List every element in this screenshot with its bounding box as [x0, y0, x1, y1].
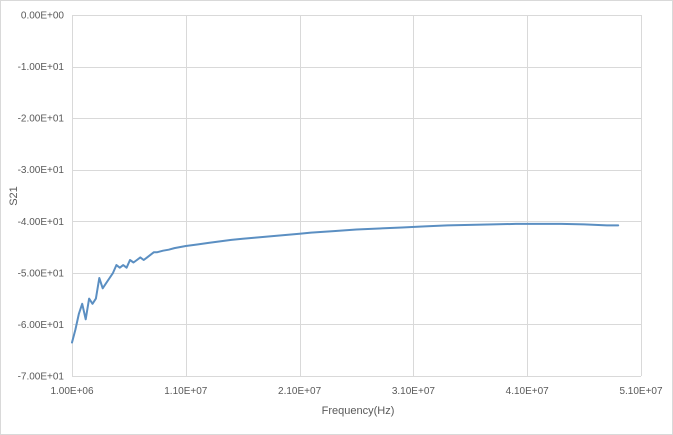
- series-layer: [71, 222, 620, 344]
- x-axis-tick-labels: 1.00E+06 1.10E+07 2.10E+07 3.10E+07 4.10E+07…: [50, 386, 663, 397]
- y-axis-tick-labels: 0.00E+00 -1.00E+01 -2.00E+01 -3.00E+01 -4.00…: [18, 11, 65, 383]
- y-tick-label: -1.00E+01: [18, 62, 65, 73]
- y-tick-label: 0.00E+00: [21, 11, 65, 22]
- y-tick-label: -7.00E+01: [18, 372, 65, 383]
- series-line: [71, 222, 620, 344]
- x-tick-label: 2.10E+07: [278, 386, 322, 397]
- x-tick-label: 5.10E+07: [619, 386, 663, 397]
- x-tick-label: 1.00E+06: [50, 386, 94, 397]
- horizontal-gridlines: [72, 15, 641, 377]
- y-tick-label: -3.00E+01: [18, 165, 65, 176]
- y-tick-label: -5.00E+01: [18, 268, 65, 279]
- y-tick-label: -6.00E+01: [18, 320, 65, 331]
- x-tick-label: 4.10E+07: [506, 386, 550, 397]
- vertical-gridlines: [72, 15, 642, 376]
- x-axis-title: Frequency(Hz): [322, 405, 395, 417]
- y-axis-title: S21: [8, 186, 20, 206]
- x-tick-label: 3.10E+07: [392, 386, 436, 397]
- y-tick-label: -2.00E+01: [18, 114, 65, 125]
- x-tick-label: 1.10E+07: [164, 386, 208, 397]
- y-tick-label: -4.00E+01: [18, 217, 65, 228]
